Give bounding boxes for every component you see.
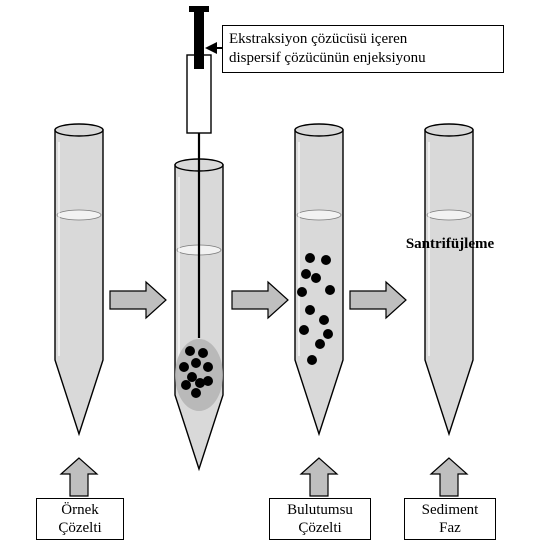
label-sample-solution: Örnek Çözelti — [36, 498, 124, 540]
diagram-canvas — [0, 0, 550, 557]
callout-line-1: Ekstraksiyon çözücüsü içeren — [229, 31, 407, 47]
label-line: Bulutumsu — [287, 502, 353, 518]
injection-callout: Ekstraksiyon çözücüsü içeren dispersif ç… — [222, 25, 504, 73]
centrifuge-text: Santrifüjleme — [406, 236, 494, 252]
label-line: Çözelti — [58, 520, 101, 536]
callout-line-2: dispersif çözücünün enjeksiyonu — [229, 50, 426, 66]
label-line: Örnek — [61, 502, 99, 518]
label-line: Çözelti — [298, 520, 341, 536]
centrifuge-label: Santrifüjleme — [390, 236, 510, 253]
label-sediment-phase: Sediment Faz — [404, 498, 496, 540]
label-line: Sediment — [422, 502, 479, 518]
label-line: Faz — [439, 520, 461, 536]
label-cloudy-solution: Bulutumsu Çözelti — [269, 498, 371, 540]
